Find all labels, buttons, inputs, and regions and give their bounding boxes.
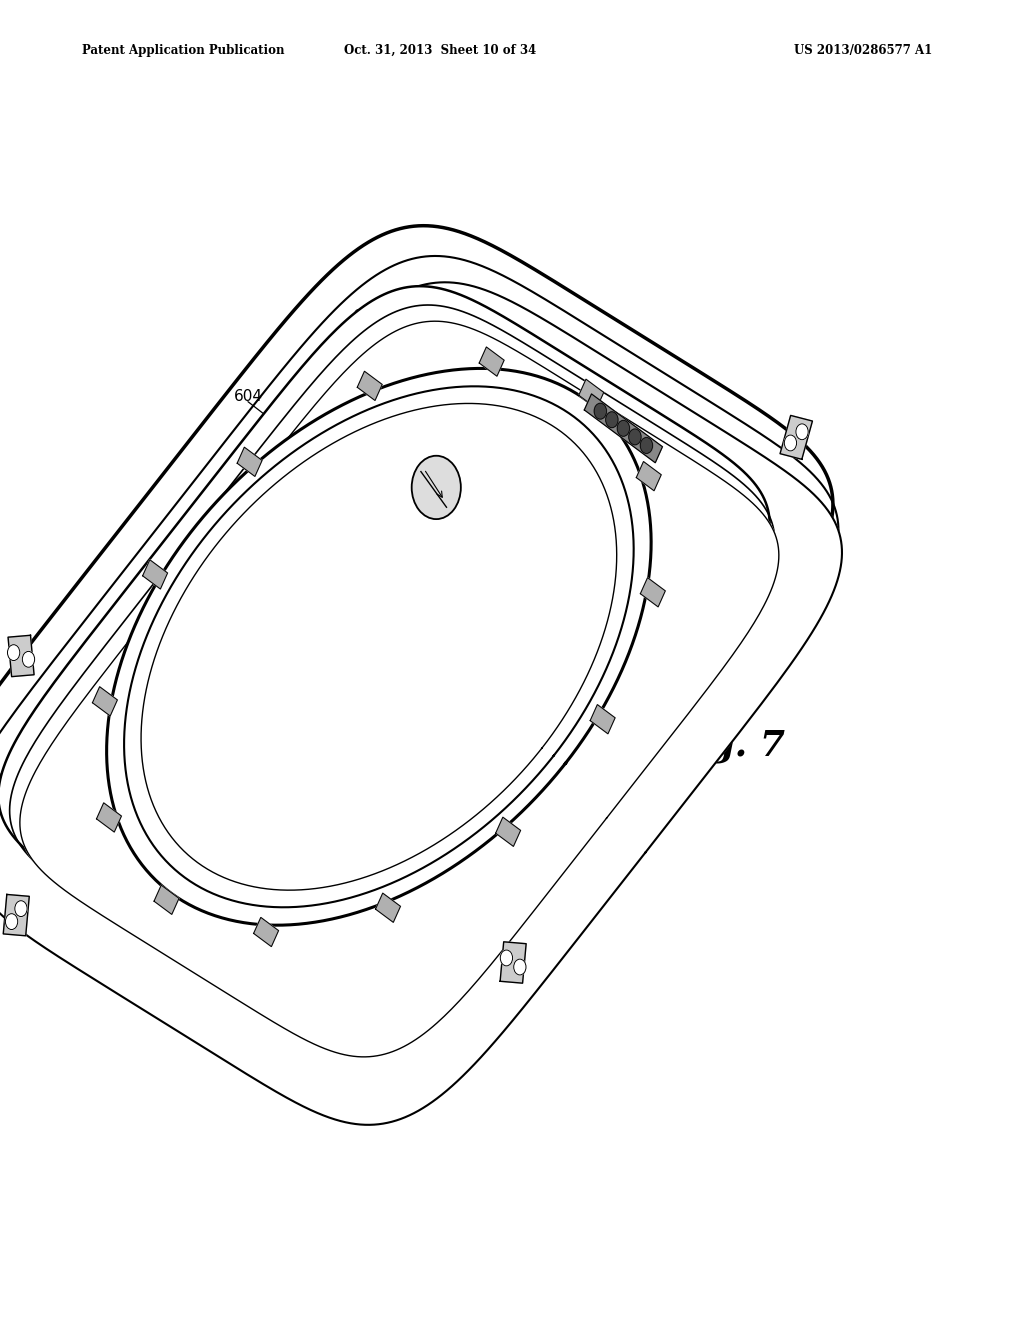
Text: Patent Application Publication: Patent Application Publication: [82, 44, 285, 57]
Circle shape: [784, 436, 797, 451]
Polygon shape: [0, 226, 833, 1094]
Circle shape: [796, 424, 808, 440]
Polygon shape: [96, 803, 122, 832]
Polygon shape: [8, 635, 34, 677]
Polygon shape: [92, 686, 118, 715]
Polygon shape: [780, 416, 812, 459]
Circle shape: [501, 950, 513, 966]
Circle shape: [617, 420, 630, 436]
Circle shape: [514, 960, 526, 975]
Polygon shape: [585, 393, 663, 463]
Polygon shape: [479, 347, 504, 376]
Polygon shape: [106, 368, 651, 925]
Circle shape: [594, 403, 606, 418]
Text: Fig. 7: Fig. 7: [671, 729, 785, 763]
Polygon shape: [142, 560, 168, 589]
Circle shape: [629, 429, 641, 445]
Text: 608: 608: [645, 494, 674, 510]
Text: 606: 606: [645, 540, 674, 556]
Polygon shape: [579, 379, 604, 408]
Text: 604: 604: [233, 388, 262, 404]
Polygon shape: [254, 917, 279, 946]
Text: US 2013/0286577 A1: US 2013/0286577 A1: [794, 44, 932, 57]
Polygon shape: [640, 578, 666, 607]
Polygon shape: [154, 886, 179, 915]
Circle shape: [7, 644, 19, 660]
Circle shape: [5, 913, 17, 929]
Polygon shape: [500, 941, 526, 983]
Polygon shape: [238, 447, 262, 477]
Polygon shape: [496, 817, 520, 846]
Polygon shape: [0, 286, 770, 1034]
Circle shape: [640, 437, 652, 453]
Polygon shape: [0, 282, 842, 1125]
Circle shape: [23, 651, 35, 667]
Circle shape: [14, 900, 27, 916]
Text: 600: 600: [339, 665, 368, 681]
Circle shape: [412, 455, 461, 519]
Polygon shape: [636, 462, 662, 491]
Polygon shape: [357, 371, 382, 400]
Text: 602: 602: [353, 309, 382, 325]
Polygon shape: [3, 895, 30, 936]
Circle shape: [606, 412, 618, 428]
Polygon shape: [376, 894, 400, 923]
Polygon shape: [590, 705, 615, 734]
Text: Oct. 31, 2013  Sheet 10 of 34: Oct. 31, 2013 Sheet 10 of 34: [344, 44, 537, 57]
Polygon shape: [19, 321, 779, 1057]
